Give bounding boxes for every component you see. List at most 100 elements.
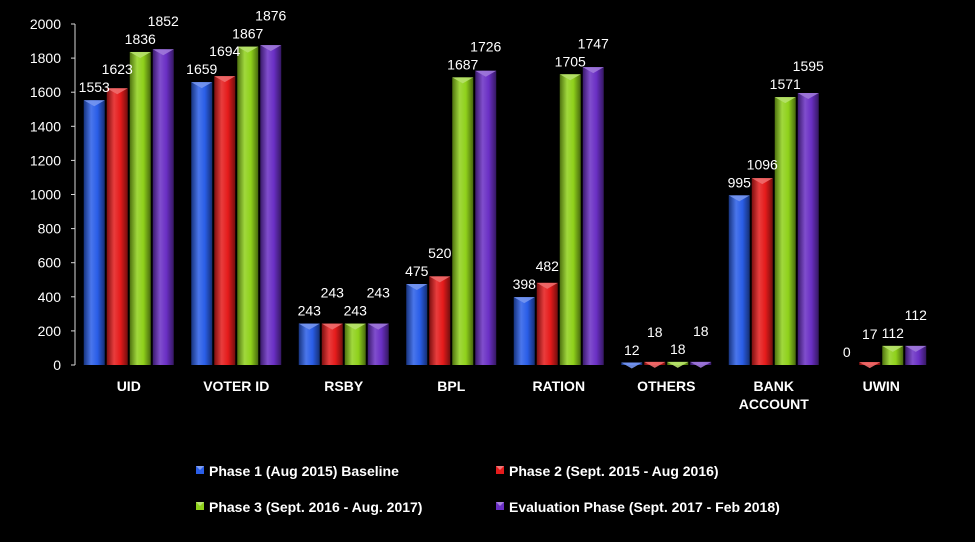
bar-cap-5-0	[621, 362, 643, 369]
bar-cap-3-0	[406, 284, 428, 291]
data-label-0-3: 1852	[148, 13, 179, 29]
data-label-5-1: 18	[647, 324, 663, 340]
bar-cap-5-3	[690, 361, 712, 368]
bar-cap-2-3	[367, 323, 389, 330]
bar-cap-0-3	[152, 49, 174, 56]
y-tick-label: 1800	[30, 50, 61, 66]
data-label-2-0: 243	[298, 303, 322, 319]
legend-swatch-cap	[196, 502, 204, 506]
category-label: RSBY	[324, 378, 364, 394]
category-label: VOTER ID	[203, 378, 269, 394]
data-label-0-2: 1836	[125, 31, 156, 47]
category-label: BPL	[437, 378, 465, 394]
legend-label: Evaluation Phase (Sept. 2017 - Feb 2018)	[509, 499, 780, 515]
bar-cap-2-0	[298, 323, 320, 330]
bar-3-1	[429, 276, 451, 365]
y-tick-label: 800	[38, 221, 62, 237]
y-tick-label: 200	[38, 323, 62, 339]
y-axis: 0 200 400 600 800 1000 1200 1400 1600 1800 2000	[30, 16, 76, 373]
y-tick-label: 0	[53, 357, 61, 373]
bar-3-2	[452, 77, 474, 365]
bar-cap-7-3	[905, 345, 927, 352]
bar-cap-1-3	[260, 45, 282, 52]
bar-7-2	[882, 345, 904, 365]
bars	[83, 45, 927, 369]
data-label-5-0: 12	[624, 342, 640, 358]
bar-cap-1-2	[237, 46, 259, 53]
bar-2-2	[344, 323, 366, 365]
y-tick-label: 1400	[30, 118, 61, 134]
legend-swatch-cap	[496, 466, 504, 470]
data-label-2-3: 243	[367, 285, 391, 301]
data-label-7-0: 0	[843, 344, 851, 360]
y-tick-label: 400	[38, 289, 62, 305]
bar-cap-6-1	[751, 178, 773, 185]
bar-0-3	[152, 49, 174, 365]
data-label-1-3: 1876	[255, 8, 286, 24]
category-labels: UID VOTER ID RSBY BPL RATION OTHERS BANK ACCOUN…	[117, 378, 900, 412]
data-label-1-0: 1659	[186, 61, 217, 77]
bar-4-3	[582, 67, 604, 365]
data-label-0-1: 1623	[102, 61, 133, 77]
bar-4-2	[559, 74, 581, 366]
y-tick-label: 600	[38, 255, 62, 271]
category-label: RATION	[532, 378, 585, 394]
data-label-6-0: 995	[728, 174, 752, 190]
data-label-6-3: 1595	[793, 58, 824, 74]
bar-cap-5-1	[644, 361, 666, 368]
bar-6-3	[797, 93, 819, 366]
bar-cap-4-2	[559, 74, 581, 81]
bar-1-3	[260, 45, 282, 365]
bar-cap-0-2	[129, 51, 151, 58]
data-label-4-1: 482	[536, 258, 560, 274]
data-label-4-2: 1705	[555, 53, 586, 69]
y-tick-label: 2000	[30, 16, 61, 32]
legend-label: Phase 2 (Sept. 2015 - Aug 2016)	[509, 463, 719, 479]
data-label-3-2: 1687	[447, 56, 478, 72]
bar-1-1	[214, 76, 236, 365]
bar-cap-0-1	[106, 88, 128, 95]
data-label-3-1: 520	[428, 245, 452, 261]
data-label-3-3: 1726	[470, 38, 501, 54]
legend-label: Phase 1 (Aug 2015) Baseline	[209, 463, 399, 479]
bar-cap-1-0	[191, 82, 213, 89]
category-label: ACCOUNT	[739, 396, 809, 412]
data-label-7-1: 17	[862, 326, 878, 342]
legend-swatch-cap	[496, 502, 504, 506]
bar-4-0	[513, 297, 535, 365]
bar-cap-3-2	[452, 77, 474, 84]
bar-2-0	[298, 323, 320, 365]
data-label-7-3: 112	[905, 307, 928, 323]
bar-4-1	[536, 282, 558, 365]
bar-cap-2-2	[344, 323, 366, 330]
data-label-6-2: 1571	[770, 76, 801, 92]
bar-cap-1-1	[214, 76, 236, 83]
bar-2-1	[321, 323, 343, 365]
bar-cap-4-0	[513, 297, 535, 304]
bar-6-1	[751, 178, 773, 365]
bar-0-2	[129, 51, 151, 365]
data-label-1-2: 1867	[232, 26, 263, 42]
legend: Phase 1 (Aug 2015) Baseline Phase 2 (Sept…	[196, 463, 780, 515]
bar-0-1	[106, 88, 128, 365]
bar-cap-7-1	[859, 362, 881, 369]
data-label-4-3: 1747	[578, 35, 609, 51]
y-tick-label: 1000	[30, 187, 61, 203]
data-label-2-1: 243	[321, 285, 345, 301]
legend-label: Phase 3 (Sept. 2016 - Aug. 2017)	[209, 499, 422, 515]
data-label-3-0: 475	[405, 263, 429, 279]
bar-cap-4-3	[582, 67, 604, 74]
data-label-6-1: 1096	[747, 156, 778, 172]
bar-cap-2-1	[321, 323, 343, 330]
data-label-1-1: 1694	[209, 43, 240, 59]
bar-3-3	[475, 70, 497, 365]
bar-1-0	[191, 82, 213, 365]
bar-cap-3-1	[429, 276, 451, 283]
bar-1-2	[237, 46, 259, 365]
data-label-5-2: 18	[670, 341, 686, 357]
bar-cap-5-2	[667, 361, 689, 368]
y-tick-label: 1600	[30, 84, 61, 100]
data-label-4-0: 398	[513, 276, 537, 292]
